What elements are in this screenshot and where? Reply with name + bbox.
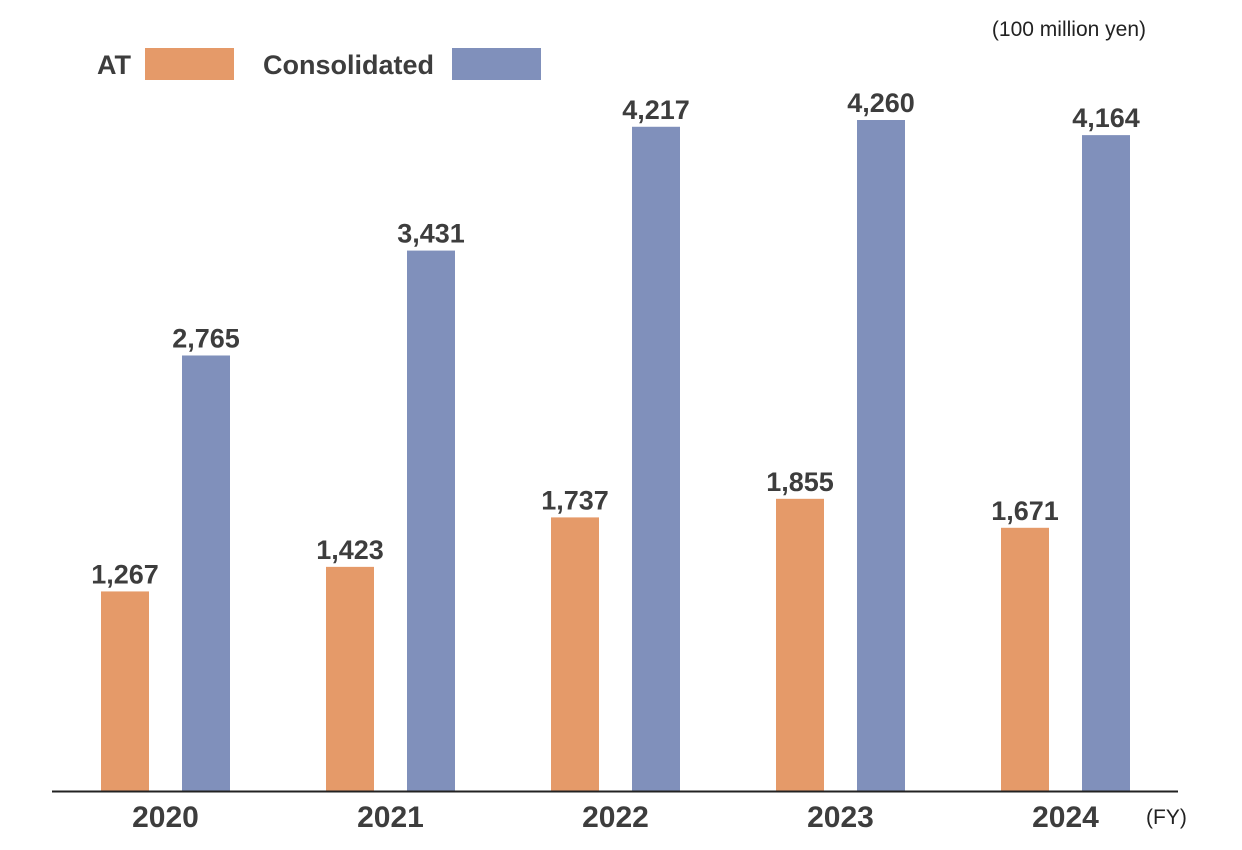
bar-at-2020 [101,591,149,791]
bar-at-2023 [776,498,824,791]
x-tick-2020: 2020 [132,801,199,834]
bar-consolidated-2021 [407,250,455,792]
value-labels-group: 1,267 2,765 1,423 3,431 1,737 4,217 1,855 4,260… [91,88,1140,589]
x-tick-labels: 2020 2021 2022 2023 2024 [132,801,1099,834]
legend-swatch-at [145,48,234,80]
x-tick-2024: 2024 [1032,801,1099,834]
bar-consolidated-2024 [1082,135,1130,792]
value-label-at-2021: 1,423 [316,535,384,565]
x-unit-label: (FY) [1146,806,1187,829]
bar-consolidated-2022 [632,126,680,791]
bar-at-2021 [326,566,374,791]
bar-consolidated-2020 [182,355,230,791]
value-label-consolidated-2021: 3,431 [397,219,465,249]
bar-at-2022 [551,517,599,791]
bar-consolidated-2023 [857,120,905,791]
value-label-consolidated-2022: 4,217 [622,95,690,125]
value-label-consolidated-2023: 4,260 [847,88,915,118]
bar-at-2024 [1001,527,1049,791]
value-label-at-2022: 1,737 [541,485,609,515]
x-tick-2021: 2021 [357,801,424,834]
legend-swatch-consolidated [452,48,541,80]
value-label-at-2020: 1,267 [91,559,159,589]
value-label-consolidated-2024: 4,164 [1072,103,1140,133]
x-tick-2022: 2022 [582,801,649,834]
legend: AT Consolidated [97,48,541,80]
x-tick-2023: 2023 [807,801,874,834]
value-label-at-2023: 1,855 [766,467,834,497]
value-label-consolidated-2020: 2,765 [172,323,240,353]
unit-label: (100 million yen) [992,18,1146,41]
bars-group [101,120,1130,792]
value-label-at-2024: 1,671 [991,496,1059,526]
legend-label-consolidated: Consolidated [263,50,434,80]
legend-label-at: AT [97,50,131,80]
